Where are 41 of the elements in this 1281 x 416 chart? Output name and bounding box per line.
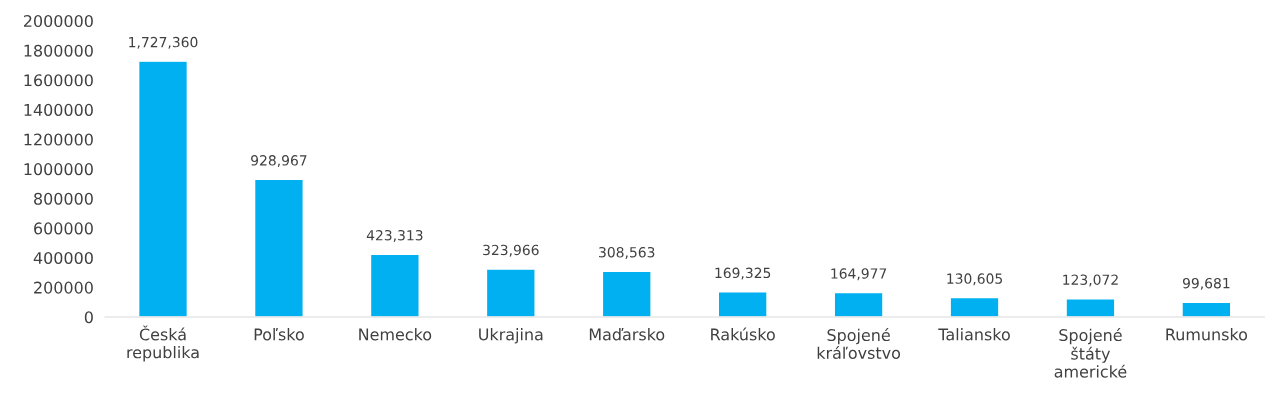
y-tick-label: 1800000	[24, 44, 93, 57]
y-tick-label: 400000	[33, 251, 93, 265]
data-label: 99,681	[1182, 277, 1230, 290]
x-tick-label: Taliansko	[938, 328, 1010, 341]
bar	[137, 60, 189, 317]
bar	[1065, 298, 1116, 317]
data-label: 423,313	[366, 229, 423, 242]
y-tick-label: 1400000	[24, 103, 93, 116]
x-tick-label: Spojené kráľovstvo	[817, 328, 901, 359]
y-tick-label: 200000	[34, 281, 93, 294]
data-label: 308,563	[599, 246, 655, 259]
x-tick-label: Rumunsko	[1166, 328, 1248, 341]
y-tick-label: 1600000	[24, 74, 93, 87]
x-tick-label: Spojené štáty americké	[1054, 328, 1127, 378]
bar	[949, 296, 1000, 317]
data-label: 123,072	[1063, 274, 1118, 287]
x-tick-label: Maďarsko	[589, 328, 665, 341]
data-label: 323,966	[483, 244, 539, 257]
x-tick-label: Česká republika	[127, 325, 199, 362]
y-tick-label: 2000000	[23, 15, 93, 28]
y-tick-label: 1200000	[24, 133, 93, 146]
x-tick-label: Nemecko	[359, 328, 432, 341]
data-label: 164,977	[831, 268, 887, 281]
y-tick-label: 800000	[34, 192, 93, 205]
data-label: 928,967	[251, 155, 307, 168]
x-tick-label: Poľsko	[254, 328, 304, 341]
bar	[1181, 301, 1232, 317]
bar	[369, 253, 420, 317]
y-tick-label: 600000	[34, 222, 93, 235]
bar	[601, 270, 652, 317]
y-tick-label: 0	[84, 311, 93, 324]
x-tick-label: Ukrajina	[479, 328, 543, 344]
bar	[253, 178, 304, 317]
bar	[717, 291, 768, 317]
y-tick-label: 1000000	[24, 163, 93, 176]
data-label: 1,727,360	[129, 36, 198, 49]
data-label: 130,605	[947, 273, 1003, 286]
x-tick-label: Rakúsko	[711, 327, 775, 341]
data-label: 169,325	[715, 267, 771, 280]
bar	[833, 291, 884, 317]
bar	[485, 268, 536, 317]
